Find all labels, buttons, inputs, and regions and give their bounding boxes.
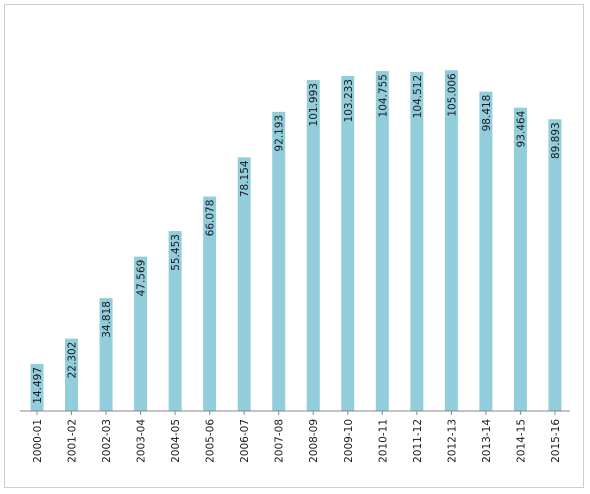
value-label-2011-12: 104.512 — [412, 75, 424, 118]
value-label-2015-16: 89.893 — [550, 122, 562, 159]
value-label-2007-08: 92.193 — [274, 115, 286, 152]
bar-2004-05 — [168, 231, 182, 411]
x-tick-label-2010-11: 2010-11 — [377, 419, 389, 463]
bars-group — [30, 70, 562, 412]
bar-2010-11 — [375, 71, 389, 411]
bar-2013-14 — [479, 91, 493, 411]
value-label-2005-06: 66.078 — [205, 200, 217, 237]
bar-2003-04 — [134, 256, 148, 411]
value-label-2006-07: 78.154 — [239, 160, 251, 197]
x-tick-label-2013-14: 2013-14 — [481, 419, 493, 463]
bar-2005-06 — [203, 196, 217, 411]
value-label-2013-14: 98.418 — [481, 95, 493, 132]
x-tick-label-2007-08: 2007-08 — [274, 419, 286, 463]
bar-2007-08 — [272, 111, 286, 411]
bar-2011-12 — [410, 71, 424, 412]
value-label-2001-02: 22.302 — [67, 342, 79, 379]
value-label-2004-05: 55.453 — [170, 234, 182, 271]
x-tick-label-2012-13: 2012-13 — [446, 419, 458, 463]
value-label-2003-04: 47.569 — [136, 260, 148, 297]
x-tick-label-2015-16: 2015-16 — [550, 419, 562, 463]
value-label-2009-10: 103.233 — [343, 79, 355, 122]
value-label-2002-03: 34.818 — [101, 301, 113, 338]
value-label-2008-09: 101.993 — [308, 83, 320, 126]
value-label-2012-13: 105.006 — [446, 73, 458, 117]
x-tick-label-2008-09: 2008-09 — [308, 419, 320, 463]
x-tick-label-2003-04: 2003-04 — [136, 419, 148, 463]
bar-2000-01 — [30, 363, 44, 411]
x-tick-label-2009-10: 2009-10 — [343, 419, 355, 463]
x-tick-label-2000-01: 2000-01 — [32, 419, 44, 463]
x-tick-labels-group: 2000-01 2001-02 2002-03 2003-04 2004-05 2005-… — [32, 419, 562, 463]
bar-2015-16 — [548, 119, 562, 412]
bar-2002-03 — [99, 298, 113, 411]
value-labels-group: 14.497 22.302 34.818 47.569 55.453 66.078 78.1… — [32, 73, 562, 404]
bar-2014-15 — [513, 107, 527, 412]
x-tick-label-2006-07: 2006-07 — [239, 419, 251, 463]
value-label-2014-15: 93.464 — [515, 110, 527, 147]
value-label-2000-01: 14.497 — [32, 367, 44, 404]
tick-marks-group — [36, 411, 556, 415]
value-label-2010-11: 104.755 — [377, 74, 389, 117]
x-tick-label-2005-06: 2005-06 — [205, 419, 217, 463]
x-tick-label-2001-02: 2001-02 — [67, 419, 79, 463]
bar-2012-13 — [444, 70, 458, 411]
x-tick-label-2004-05: 2004-05 — [170, 419, 182, 463]
bar-2001-02 — [65, 338, 79, 411]
bar-2006-07 — [237, 157, 251, 411]
bar-2008-09 — [306, 80, 320, 411]
x-tick-label-2014-15: 2014-15 — [515, 419, 527, 463]
bar-2009-10 — [341, 76, 355, 411]
x-tick-label-2002-03: 2002-03 — [101, 419, 113, 463]
x-tick-label-2011-12: 2011-12 — [412, 419, 424, 463]
